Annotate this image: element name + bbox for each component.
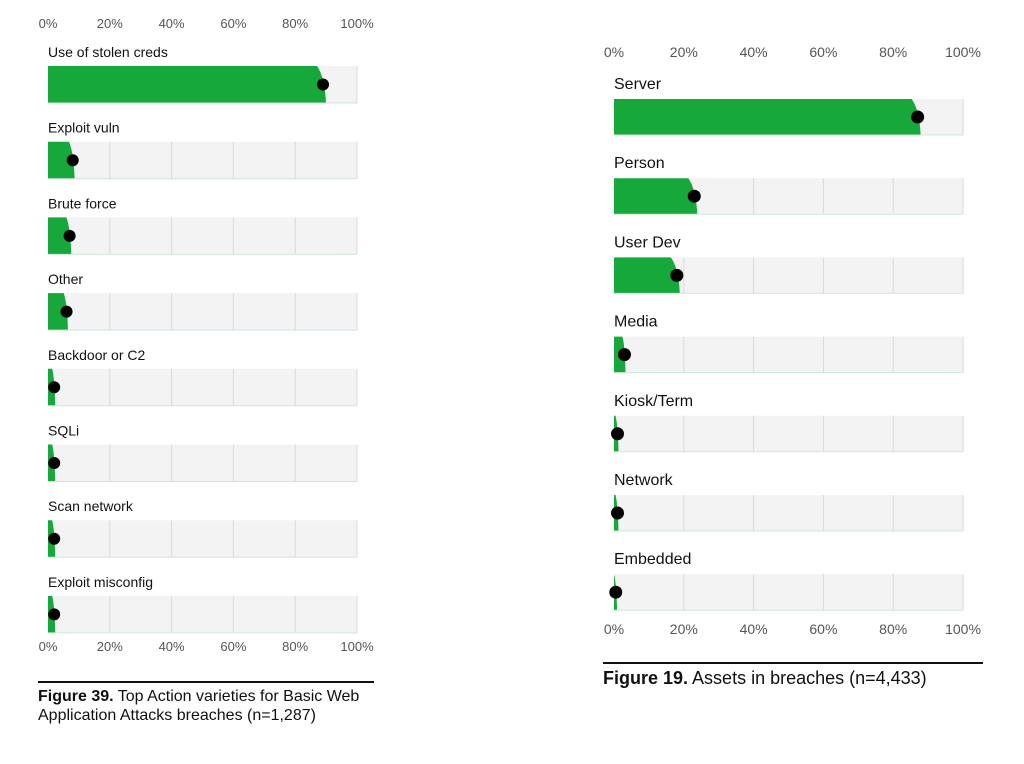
chart1-point (911, 110, 925, 124)
chart1-row: Network (610, 472, 964, 532)
chart0-row: SQLi (48, 423, 358, 482)
chart1-category-label: Server (614, 76, 662, 93)
chart0-category-label: SQLi (48, 423, 79, 439)
chart1-category-label: User Dev (614, 234, 681, 251)
chart1-category-label: Embedded (614, 551, 691, 568)
chart1-bar (614, 99, 921, 135)
chart0-row: Use of stolen creds (48, 44, 358, 104)
chart1-row: User Dev (614, 234, 964, 294)
chart0-category-label: Backdoor or C2 (48, 347, 145, 363)
chart0-bar (48, 293, 68, 331)
chart1-category-label: Media (614, 314, 658, 331)
chart0-x-tick-bottom: 80% (282, 639, 308, 654)
chart0-point (48, 381, 61, 394)
chart0-x-tick-bottom: 40% (159, 639, 185, 654)
chart1-x-tick-bottom: 40% (740, 621, 768, 637)
figure-39-title: Top Action varieties for Basic Web Appli… (38, 688, 360, 725)
chart0-point (48, 457, 61, 469)
chart1-point (670, 268, 684, 282)
chart1-row: Kiosk/Term (610, 393, 964, 453)
chart1-x-tick-top: 20% (670, 44, 698, 60)
chart0-row: Exploit misconfig (48, 574, 358, 634)
chart0-category-label: Scan network (48, 498, 134, 514)
chart0-bar-track (48, 595, 357, 633)
chart0-row: Backdoor or C2 (48, 347, 358, 407)
chart0-point (48, 532, 61, 545)
chart1-x-tick-bottom: 20% (670, 621, 698, 637)
chart0-category-label: Other (48, 271, 83, 287)
chart1-category-label: Person (614, 155, 665, 172)
chart1-x-tick-bottom: 60% (809, 621, 837, 637)
chart0-bar-track (48, 141, 357, 179)
chart1-x-tick-bottom: 0% (604, 621, 624, 637)
chart0-category-label: Exploit vuln (48, 120, 120, 136)
chart1-point (610, 506, 624, 520)
chart0-bar-track (48, 444, 357, 482)
chart0-row: Other (48, 271, 358, 331)
figure-39-caption: Figure 39. Top Action varieties for Basi… (38, 681, 374, 725)
chart0-x-tick-top: 20% (97, 16, 123, 31)
chart1-row: Server (614, 76, 964, 136)
chart1-x-tick-top: 100% (945, 44, 981, 60)
chart1-row: Embedded (609, 551, 964, 611)
chart0-point (63, 229, 76, 242)
chart0-category-label: Brute force (48, 195, 117, 211)
chart0-bar-track (48, 217, 357, 255)
chart0-x-tick-bottom: 0% (39, 639, 58, 654)
chart1-bar-track (614, 415, 963, 452)
chart1-x-tick-top: 80% (879, 44, 907, 60)
chart0-bar-track (48, 368, 357, 406)
chart0-bar (48, 66, 327, 103)
chart0-row: Brute force (48, 195, 358, 255)
chart0-x-tick-bottom: 60% (220, 639, 246, 654)
chart0-point (48, 608, 61, 621)
chart1-x-tick-bottom: 80% (879, 621, 907, 637)
figure-19-caption: Figure 19. Assets in breaches (n=4,433) (603, 662, 983, 690)
chart1-bar-track (614, 574, 963, 611)
chart0-x-tick-top: 100% (340, 16, 374, 31)
chart0-x-tick-top: 80% (282, 16, 308, 31)
chart1-x-tick-top: 40% (740, 44, 768, 60)
chart0-row: Scan network (48, 498, 358, 558)
chart0-x-tick-top: 0% (39, 16, 58, 31)
chart-top-action-varieties: 0% 0% 20% 20% 40% 40% 60% 60% 80% 80% 100% 100% Use … (39, 16, 374, 654)
chart1-bar-track (614, 495, 963, 531)
chart1-x-tick-top: 0% (604, 44, 624, 60)
chart1-bar (614, 257, 680, 294)
chart0-category-label: Exploit misconfig (48, 574, 153, 590)
figure-19-label: Figure 19. (603, 668, 689, 688)
chart-assets-in-breaches: 0% 0% 20% 20% 40% 40% 60% 60% 80% 80% 100% 100% Serv… (604, 44, 981, 637)
chart1-bar-track (614, 336, 963, 373)
chart0-point (317, 78, 330, 91)
chart1-x-tick-top: 60% (809, 44, 837, 60)
chart0-point (60, 305, 73, 318)
chart0-bar (48, 141, 75, 179)
figure-39-label: Figure 39. (38, 688, 114, 705)
chart1-row: Media (614, 314, 964, 374)
chart1-point (610, 427, 624, 441)
chart0-bar-track (48, 520, 357, 558)
chart0-category-label: Use of stolen creds (48, 44, 168, 60)
chart1-bar (614, 178, 698, 215)
chart0-point (66, 154, 79, 167)
chart1-x-tick-bottom: 100% (945, 621, 981, 637)
chart1-point (617, 348, 631, 362)
chart0-x-tick-bottom: 20% (97, 639, 123, 654)
chart1-point (687, 189, 701, 203)
chart0-x-tick-top: 60% (220, 16, 246, 31)
chart0-bar (48, 217, 72, 255)
chart1-row: Person (614, 155, 964, 215)
chart1-point (609, 585, 623, 599)
chart0-x-tick-top: 40% (159, 16, 185, 31)
chart0-x-tick-bottom: 100% (340, 639, 374, 654)
figure-19-title: Assets in breaches (n=4,433) (692, 668, 927, 688)
chart1-category-label: Kiosk/Term (614, 393, 693, 410)
chart0-row: Exploit vuln (48, 120, 358, 180)
chart1-category-label: Network (614, 472, 674, 489)
chart0-bar-track (48, 293, 357, 331)
